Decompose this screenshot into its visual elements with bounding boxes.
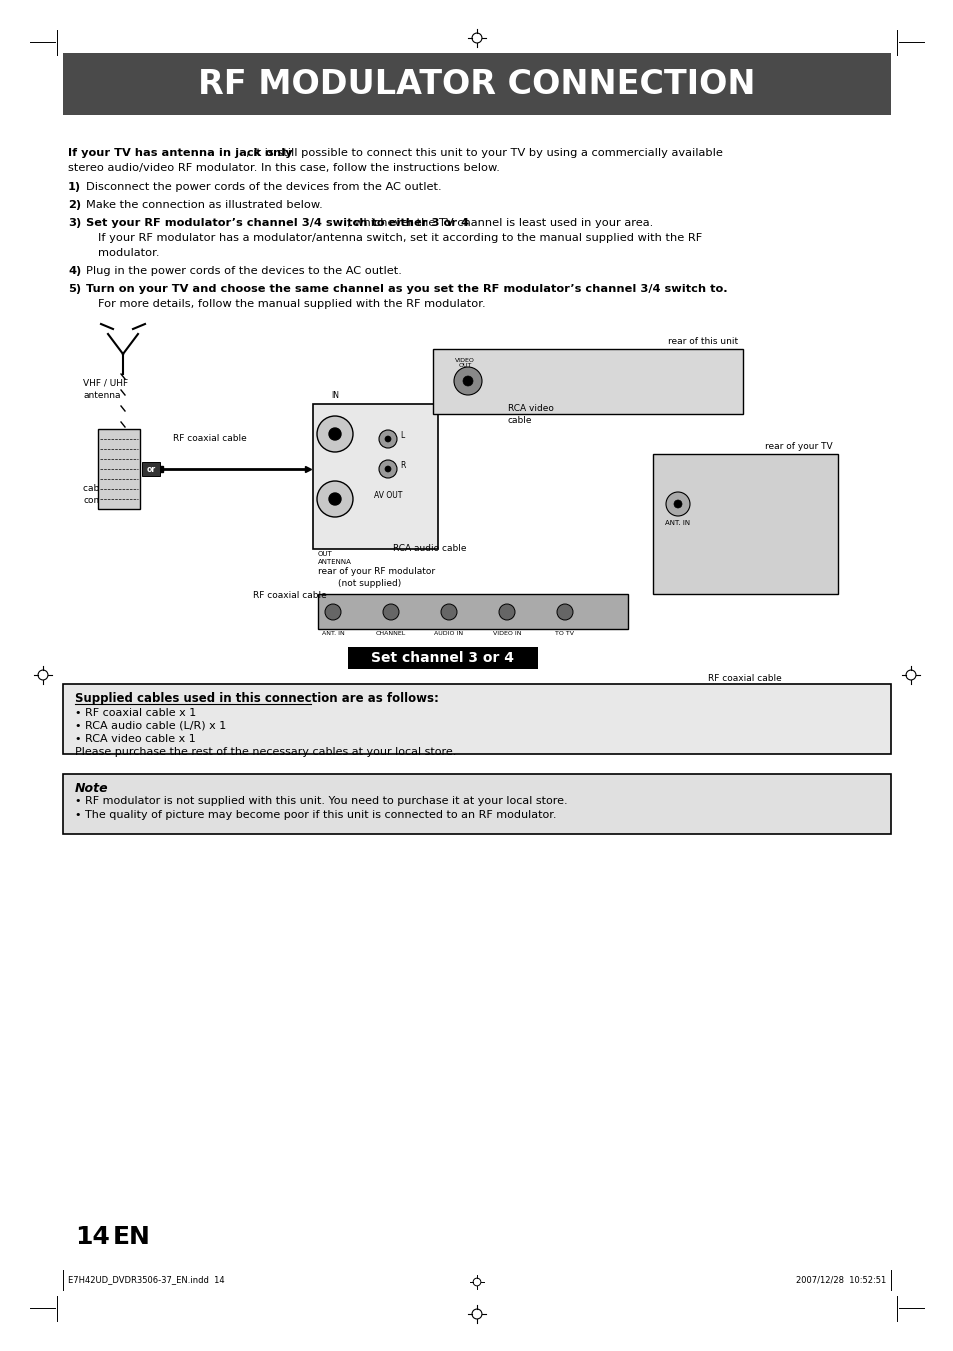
Text: antenna: antenna	[83, 390, 120, 400]
Text: EN: EN	[112, 1225, 151, 1250]
Bar	[63, 324, 890, 674]
Text: RF coaxial cable: RF coaxial cable	[253, 590, 327, 600]
Bar	[98, 430, 140, 509]
Text: rear of your RF modulator: rear of your RF modulator	[317, 567, 435, 576]
Text: OUT: OUT	[317, 551, 333, 557]
Bar	[313, 404, 437, 549]
Text: 3): 3)	[68, 218, 81, 228]
Text: RF MODULATOR CONNECTION: RF MODULATOR CONNECTION	[198, 68, 755, 100]
Text: 4): 4)	[68, 266, 81, 276]
Text: , whichever the TV channel is least used in your area.: , whichever the TV channel is least used…	[347, 218, 653, 228]
Text: Supplied cables used in this connection are as follows:: Supplied cables used in this connection …	[75, 692, 438, 705]
Text: AUDIO IN: AUDIO IN	[434, 631, 463, 636]
Text: cable: cable	[507, 416, 532, 426]
Circle shape	[665, 492, 689, 516]
Text: stereo audio/video RF modulator. In this case, follow the instructions below.: stereo audio/video RF modulator. In this…	[68, 163, 499, 173]
Text: RF coaxial cable: RF coaxial cable	[707, 674, 781, 684]
Text: If your TV has antenna in jack only: If your TV has antenna in jack only	[68, 149, 293, 158]
Bar	[317, 594, 627, 630]
Text: 14: 14	[75, 1225, 110, 1250]
Text: ANTENNA: ANTENNA	[317, 559, 352, 565]
Text: • The quality of picture may become poor if this unit is connected to an RF modu: • The quality of picture may become poor…	[75, 811, 556, 820]
Circle shape	[673, 500, 681, 508]
Bar	[63, 774, 890, 834]
Circle shape	[329, 428, 340, 440]
Text: VHF / UHF: VHF / UHF	[83, 380, 128, 388]
Text: • RCA video cable x 1: • RCA video cable x 1	[75, 734, 195, 744]
Bar	[348, 647, 537, 669]
Circle shape	[329, 493, 340, 505]
Text: If your RF modulator has a modulator/antenna switch, set it according to the man: If your RF modulator has a modulator/ant…	[98, 232, 701, 243]
Bar	[63, 684, 890, 754]
Text: Please purchase the rest of the necessary cables at your local store.: Please purchase the rest of the necessar…	[75, 747, 456, 757]
Text: OUT: OUT	[457, 363, 471, 367]
Text: Set your RF modulator’s channel 3/4 switch to either 3 or 4: Set your RF modulator’s channel 3/4 swit…	[86, 218, 469, 228]
Text: L: L	[399, 431, 404, 440]
Circle shape	[454, 367, 481, 394]
Text: Disconnect the power cords of the devices from the AC outlet.: Disconnect the power cords of the device…	[86, 182, 441, 192]
Text: • RF coaxial cable x 1: • RF coaxial cable x 1	[75, 708, 196, 717]
Text: 2): 2)	[68, 200, 81, 209]
Text: rear of this unit: rear of this unit	[667, 336, 738, 346]
Text: • RF modulator is not supplied with this unit. You need to purchase it at your l: • RF modulator is not supplied with this…	[75, 796, 567, 807]
Text: Set channel 3 or 4: Set channel 3 or 4	[371, 651, 514, 665]
Text: AV OUT: AV OUT	[374, 490, 402, 500]
Text: CHANNEL: CHANNEL	[375, 631, 406, 636]
Text: Plug in the power cords of the devices to the AC outlet.: Plug in the power cords of the devices t…	[86, 266, 401, 276]
Text: ANT. IN: ANT. IN	[321, 631, 344, 636]
Text: Turn on your TV and choose the same channel as you set the RF modulator’s channe: Turn on your TV and choose the same chan…	[86, 284, 727, 295]
Text: • RCA audio cable (L/R) x 1: • RCA audio cable (L/R) x 1	[75, 721, 226, 731]
Circle shape	[557, 604, 573, 620]
Circle shape	[378, 459, 396, 478]
Text: 2007/12/28  10:52:51: 2007/12/28 10:52:51	[795, 1275, 885, 1285]
Circle shape	[316, 416, 353, 453]
Circle shape	[378, 430, 396, 449]
Text: IN: IN	[331, 390, 338, 400]
Text: VIDEO: VIDEO	[455, 358, 475, 363]
Text: R: R	[399, 462, 405, 470]
Bar	[142, 462, 160, 476]
Circle shape	[382, 604, 398, 620]
Text: or: or	[146, 465, 155, 473]
Text: 5): 5)	[68, 284, 81, 295]
Bar	[433, 349, 742, 413]
Circle shape	[498, 604, 515, 620]
Text: Make the connection as illustrated below.: Make the connection as illustrated below…	[86, 200, 322, 209]
Bar	[652, 454, 837, 594]
Text: rear of your TV: rear of your TV	[764, 442, 832, 451]
Circle shape	[385, 436, 391, 442]
Text: RCA video: RCA video	[507, 404, 554, 413]
Circle shape	[462, 376, 473, 386]
Circle shape	[316, 481, 353, 517]
Text: For more details, follow the manual supplied with the RF modulator.: For more details, follow the manual supp…	[98, 299, 485, 309]
Text: ANT. IN: ANT. IN	[665, 520, 690, 526]
Text: , it is still possible to connect this unit to your TV by using a commercially a: , it is still possible to connect this u…	[246, 149, 722, 158]
Text: Note: Note	[75, 782, 109, 794]
Bar	[63, 53, 890, 115]
Text: E7H42UD_DVDR3506-37_EN.indd  14: E7H42UD_DVDR3506-37_EN.indd 14	[68, 1275, 224, 1285]
Text: VIDEO IN: VIDEO IN	[493, 631, 520, 636]
Text: RCA audio cable: RCA audio cable	[393, 544, 466, 553]
Circle shape	[385, 466, 391, 471]
Text: TO TV: TO TV	[555, 631, 574, 636]
Circle shape	[325, 604, 340, 620]
Text: 1): 1)	[68, 182, 81, 192]
Circle shape	[440, 604, 456, 620]
Text: company: company	[83, 496, 125, 505]
Text: (not supplied): (not supplied)	[337, 580, 401, 588]
Text: cable TV: cable TV	[83, 484, 122, 493]
Text: modulator.: modulator.	[98, 249, 159, 258]
Text: RF coaxial cable: RF coaxial cable	[172, 434, 247, 443]
